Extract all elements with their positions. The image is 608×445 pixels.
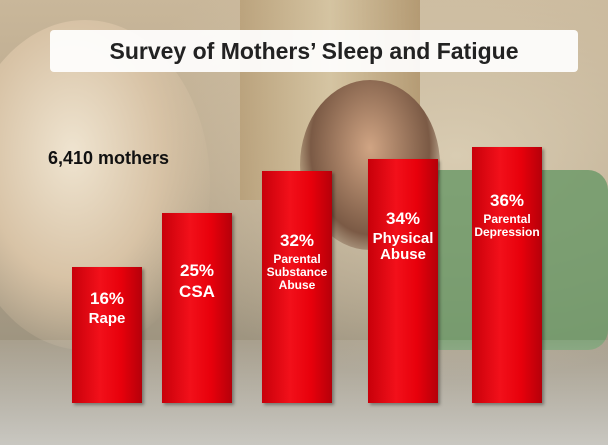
bar bbox=[162, 213, 232, 403]
bar-label: 16% Rape bbox=[66, 289, 148, 327]
value-label: 25% bbox=[179, 261, 215, 280]
bar-label: 36% Parental Depression bbox=[466, 191, 548, 239]
bar bbox=[72, 267, 142, 403]
category-label: Parental Substance Abuse bbox=[266, 251, 328, 293]
category-label: CSA bbox=[179, 281, 215, 301]
value-label: 16% bbox=[89, 289, 125, 308]
value-label: 32% bbox=[279, 231, 315, 250]
bar-label: 25% CSA bbox=[156, 261, 238, 301]
category-label: Rape bbox=[88, 309, 126, 327]
value-label: 34% bbox=[385, 209, 421, 228]
bar bbox=[368, 159, 438, 403]
bar bbox=[262, 171, 332, 403]
value-label: 36% bbox=[489, 191, 525, 210]
annotation: 6,410 mothers bbox=[48, 148, 170, 168]
bar bbox=[472, 147, 542, 403]
bar-label: 34% Physical Abuse bbox=[362, 209, 444, 264]
category-label: Physical Abuse bbox=[372, 229, 434, 264]
bar-label: 32% Parental Substance Abuse bbox=[256, 231, 338, 293]
chart-title: Survey of Mothers’ Sleep and Fatigue bbox=[50, 30, 578, 72]
category-label: Parental Depression bbox=[474, 211, 540, 239]
